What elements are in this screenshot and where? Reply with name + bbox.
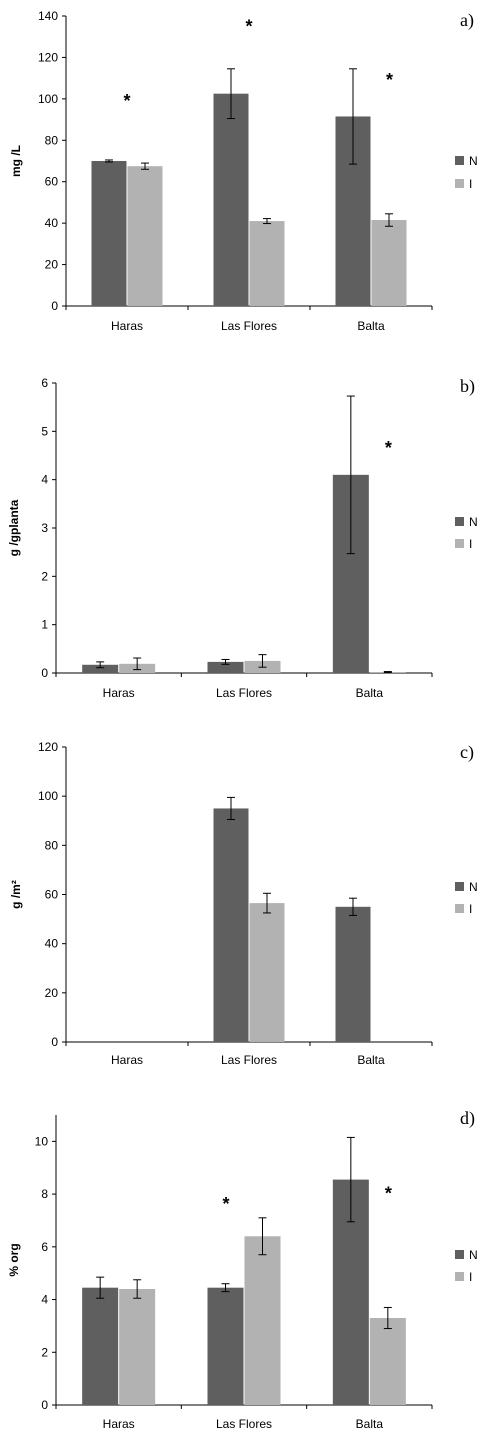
legend-label-N: N xyxy=(469,154,478,168)
x-category-label: Balta xyxy=(357,319,385,333)
y-tick-label: 0 xyxy=(41,1398,48,1412)
x-category-label: Balta xyxy=(357,1053,385,1067)
panel-label: b) xyxy=(460,376,475,397)
y-tick-label: 140 xyxy=(38,9,58,23)
legend-label-N: N xyxy=(469,515,478,529)
bar-N-balta xyxy=(335,906,371,1042)
legend-swatch-N xyxy=(455,517,464,526)
bar-I-las-flores xyxy=(244,1236,281,1405)
y-tick-label: 60 xyxy=(45,888,59,902)
y-tick-label: 4 xyxy=(41,473,48,487)
y-tick-label: 40 xyxy=(45,216,59,230)
bar-N-las-flores xyxy=(213,93,249,306)
y-axis-title: g /gplanta xyxy=(7,499,21,556)
x-category-label: Haras xyxy=(103,1417,135,1431)
bar-I-las-flores xyxy=(249,221,285,306)
bar-N-las-flores xyxy=(207,661,244,673)
bar-N-haras xyxy=(82,664,119,673)
x-category-label: Las Flores xyxy=(221,1053,277,1067)
y-tick-label: 20 xyxy=(45,258,59,272)
y-tick-label: 6 xyxy=(41,376,48,390)
y-tick-label: 20 xyxy=(45,986,59,1000)
y-tick-label: 1 xyxy=(41,618,48,632)
legend-swatch-I xyxy=(455,1272,464,1281)
x-category-label: Las Flores xyxy=(221,319,277,333)
y-tick-label: 6 xyxy=(41,1240,48,1254)
y-tick-label: 5 xyxy=(41,424,48,438)
legend-label-N: N xyxy=(469,1248,478,1262)
y-tick-label: 100 xyxy=(38,92,58,106)
legend-swatch-I xyxy=(455,539,464,548)
x-category-label: Balta xyxy=(356,1417,384,1431)
bar-I-balta xyxy=(371,220,407,306)
legend-label-N: N xyxy=(469,880,478,894)
legend-swatch-N xyxy=(455,156,464,165)
bar-N-las-flores xyxy=(213,808,249,1042)
y-tick-label: 0 xyxy=(51,299,58,313)
x-category-label: Haras xyxy=(103,686,135,700)
legend-swatch-I xyxy=(455,904,464,913)
y-tick-label: 60 xyxy=(45,175,59,189)
y-tick-label: 10 xyxy=(35,1134,49,1148)
panel-label: a) xyxy=(460,10,474,31)
bar-I-las-flores xyxy=(249,903,285,1042)
significance-asterisk: * xyxy=(245,16,252,36)
x-category-label: Haras xyxy=(111,1053,143,1067)
bar-I-haras xyxy=(127,166,163,306)
y-tick-label: 3 xyxy=(41,521,48,535)
bar-N-haras xyxy=(91,161,127,306)
y-axis-title: % org xyxy=(7,1243,21,1276)
x-category-label: Las Flores xyxy=(216,686,272,700)
y-tick-label: 8 xyxy=(41,1187,48,1201)
significance-asterisk: * xyxy=(385,1183,392,1203)
y-tick-label: 4 xyxy=(41,1293,48,1307)
bar-I-haras xyxy=(119,1289,156,1405)
legend-label-I: I xyxy=(469,177,472,191)
x-category-label: Haras xyxy=(111,319,143,333)
y-tick-label: 0 xyxy=(51,1035,58,1049)
bar-N-las-flores xyxy=(207,1287,244,1405)
panel-label: c) xyxy=(460,742,474,763)
x-category-label: Las Flores xyxy=(216,1417,272,1431)
legend-swatch-N xyxy=(455,882,464,891)
panel-label: d) xyxy=(460,1108,475,1129)
y-tick-label: 120 xyxy=(38,50,58,64)
y-tick-label: 80 xyxy=(45,838,59,852)
bar-I-balta xyxy=(369,1318,406,1405)
y-tick-label: 2 xyxy=(41,569,48,583)
legend-label-I: I xyxy=(469,1270,472,1284)
y-tick-label: 100 xyxy=(38,789,58,803)
y-tick-label: 0 xyxy=(41,666,48,680)
legend-label-I: I xyxy=(469,902,472,916)
y-tick-label: 80 xyxy=(45,133,59,147)
significance-asterisk: * xyxy=(385,438,392,458)
y-tick-label: 120 xyxy=(38,740,58,754)
y-axis-title: g /m² xyxy=(9,880,23,909)
legend-label-I: I xyxy=(469,537,472,551)
significance-asterisk: * xyxy=(386,70,393,90)
y-tick-label: 2 xyxy=(41,1345,48,1359)
significance-asterisk: * xyxy=(222,1194,229,1214)
significance-asterisk: * xyxy=(123,91,130,111)
bar-N-haras xyxy=(82,1287,119,1405)
y-axis-title: mg /L xyxy=(9,145,23,177)
y-tick-label: 40 xyxy=(45,937,59,951)
legend-swatch-N xyxy=(455,1250,464,1259)
legend-swatch-I xyxy=(455,179,464,188)
x-category-label: Balta xyxy=(356,686,384,700)
